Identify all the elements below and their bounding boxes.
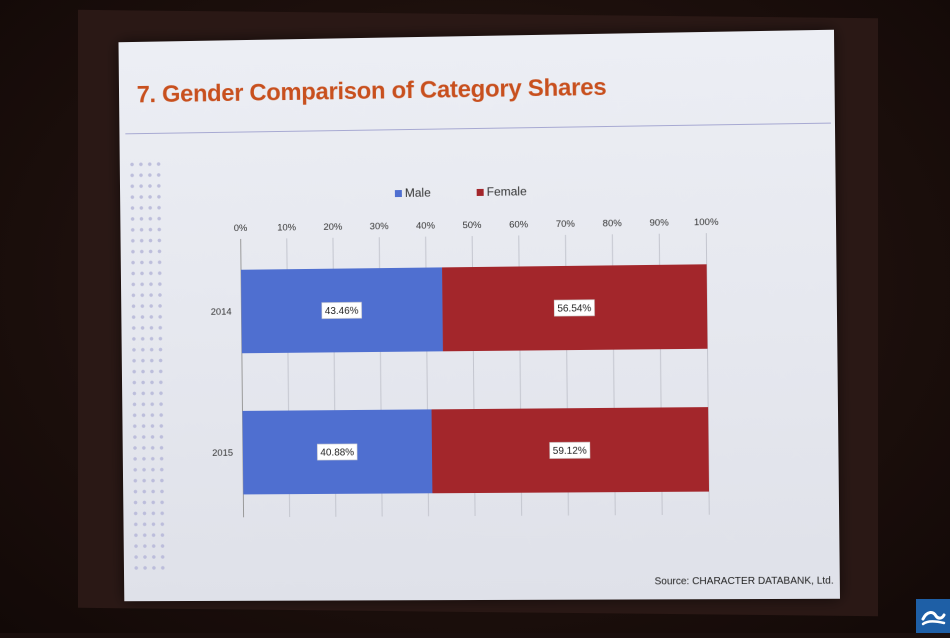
x-tick-label: 90%: [650, 217, 670, 228]
chart-legend: Male Female: [395, 184, 527, 200]
category-label: 2014: [211, 307, 232, 318]
data-label: 43.46%: [325, 306, 359, 317]
data-label-box: [554, 300, 594, 316]
x-tick-label: 70%: [556, 219, 576, 230]
data-label: 56.54%: [557, 303, 591, 314]
x-tick-label: 40%: [416, 220, 436, 231]
watermark-logo-icon: [916, 599, 950, 633]
data-label-box: [317, 444, 357, 460]
x-tick-label: 100%: [694, 217, 719, 228]
x-tick-label: 30%: [370, 221, 390, 232]
data-label-box: [550, 442, 590, 458]
legend-label: Male: [405, 186, 431, 200]
chart-bars: 43.46% 56.54% 40.88% 59.12%: [241, 264, 710, 495]
chart-x-tick-labels: 0% 10% 20% 30% 40% 50% 60% 70% 80% 90% 100%: [234, 217, 719, 234]
data-label-box: [322, 302, 362, 318]
x-tick-label: 10%: [277, 222, 297, 233]
legend-label: Female: [487, 184, 528, 199]
legend-swatch: [476, 188, 484, 196]
presentation-slide: 7. Gender Comparison of Category Shares …: [118, 29, 840, 602]
x-tick-label: 0%: [234, 223, 248, 234]
x-tick-label: 20%: [323, 222, 343, 233]
category-label: 2015: [212, 448, 233, 459]
stacked-bar-chart: 43.46% 56.54% 40.88% 59.12% 0% 10% 20% 30% 40% 5…: [211, 184, 719, 602]
x-tick-label: 50%: [462, 220, 482, 231]
x-tick-label: 60%: [509, 219, 529, 230]
data-label: 40.88%: [320, 447, 354, 458]
x-tick-label: 80%: [603, 218, 623, 229]
data-label: 59.12%: [553, 446, 587, 457]
source-caption: Source: CHARACTER DATABANK, Ltd.: [654, 575, 834, 588]
legend-swatch: [395, 190, 403, 198]
chart-category-labels: 2014 2015: [211, 307, 233, 459]
